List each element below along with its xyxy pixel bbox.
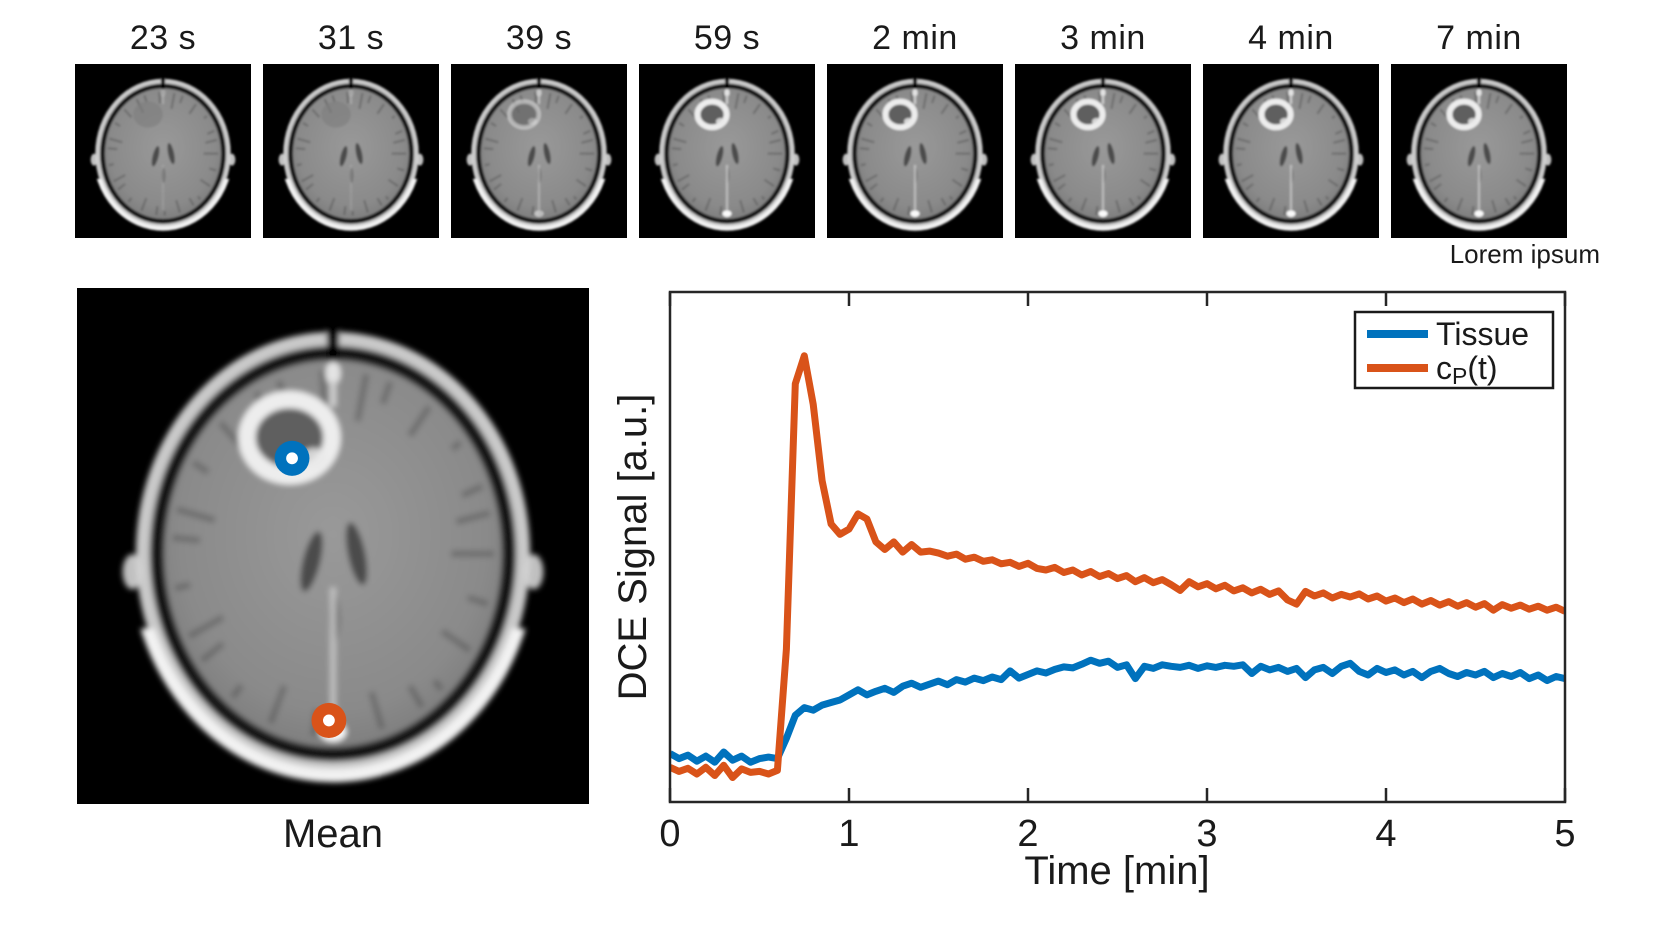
legend-label-cp: cP(t) xyxy=(1436,350,1498,389)
x-tick-label: 0 xyxy=(659,813,680,855)
x-tick-label: 2 xyxy=(1017,813,1038,855)
brain-mri-thumbnail xyxy=(827,64,1003,238)
brain-mri-thumbnail xyxy=(75,64,251,238)
timepoint-thumbnail: 3 min xyxy=(1015,16,1191,240)
timepoint-label: 39 s xyxy=(505,19,573,57)
brain-mri-thumbnail xyxy=(639,64,815,238)
cp-label-base: c xyxy=(1436,350,1452,386)
timepoint-label: 31 s xyxy=(317,19,385,57)
x-axis-tick-labels: 0 1 2 3 4 5 xyxy=(659,813,1575,855)
timepoint-thumbnail: 31 s xyxy=(263,16,439,240)
cp-label-subscript: P xyxy=(1452,363,1467,389)
x-axis-label: Time [min] xyxy=(1024,849,1209,893)
legend-label-tissue: Tissue xyxy=(1436,316,1529,352)
timepoint-thumbnail: 4 min xyxy=(1203,16,1379,240)
timepoint-label: 2 min xyxy=(872,19,958,57)
brain-mri-thumbnail xyxy=(1015,64,1191,238)
cp-label-suffix: (t) xyxy=(1467,350,1497,386)
plot-border xyxy=(668,290,1567,804)
brain-mri-thumbnail xyxy=(451,64,627,238)
timepoint-label: 23 s xyxy=(129,19,197,57)
timepoint-thumbnail: 7 min xyxy=(1391,16,1567,240)
x-tick-label: 1 xyxy=(838,813,859,855)
series-line-tissue xyxy=(670,656,1565,766)
brain-mri-thumbnail xyxy=(1203,64,1379,238)
mean-brain-image xyxy=(77,288,589,804)
timepoint-strip: 23 s 31 s xyxy=(75,16,1567,240)
chart-series xyxy=(670,352,1565,781)
timepoint-label: 3 min xyxy=(1060,19,1146,57)
timepoint-thumbnail: 59 s xyxy=(639,16,815,240)
x-tick-label: 5 xyxy=(1554,813,1575,855)
legend: Tissue cP(t) xyxy=(1353,310,1555,390)
legend-box xyxy=(1353,310,1555,390)
timepoint-label: 4 min xyxy=(1248,19,1334,57)
timepoint-thumbnail: 23 s xyxy=(75,16,251,240)
brain-mri-thumbnail xyxy=(263,64,439,238)
timepoint-thumbnail: 39 s xyxy=(451,16,627,240)
brain-mri-thumbnail xyxy=(1391,64,1567,238)
timepoint-label: 7 min xyxy=(1436,19,1522,57)
x-axis-ticks xyxy=(668,292,1567,802)
y-axis-label: DCE Signal [a.u.] xyxy=(611,394,655,701)
series-line-cp-t- xyxy=(670,352,1565,781)
x-tick-label: 3 xyxy=(1196,813,1217,855)
caption-text: Lorem ipsum xyxy=(1449,239,1600,269)
x-tick-label: 4 xyxy=(1375,813,1396,855)
timepoint-label: 59 s xyxy=(693,19,761,57)
mean-image-label: Mean xyxy=(282,812,384,856)
timepoint-thumbnail: 2 min xyxy=(827,16,1003,240)
